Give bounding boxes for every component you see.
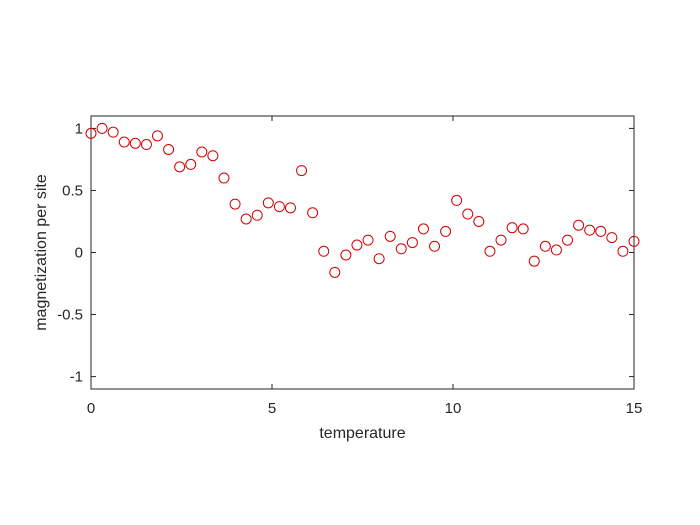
data-point [318, 245, 330, 257]
x-tick-label: 10 [445, 400, 462, 417]
data-point [151, 130, 163, 142]
data-point [617, 245, 629, 257]
plot-area [90, 115, 635, 390]
data-point [296, 165, 308, 177]
data-point [440, 225, 452, 237]
data-point [196, 146, 208, 158]
data-point [229, 198, 241, 210]
data-point [273, 201, 285, 213]
data-point [628, 235, 640, 247]
data-markers [85, 122, 640, 278]
data-point [606, 232, 618, 244]
data-point [240, 213, 252, 225]
data-point [284, 202, 296, 214]
data-point [340, 249, 352, 261]
data-point [163, 144, 175, 156]
data-point [96, 122, 108, 134]
data-point [429, 240, 441, 252]
data-point [262, 197, 274, 209]
data-point [384, 230, 396, 242]
data-point [107, 126, 119, 138]
data-point [550, 244, 562, 256]
data-point [351, 239, 363, 251]
data-point [85, 127, 97, 139]
data-point [539, 240, 551, 252]
data-point [562, 234, 574, 246]
data-point [595, 225, 607, 237]
data-point [495, 234, 507, 246]
x-tick-labels: 0 5 10 15 [87, 400, 643, 417]
data-point [118, 136, 130, 148]
y-tick-label: 0 [75, 245, 83, 262]
data-point [129, 137, 141, 149]
data-point [406, 237, 418, 249]
data-point [462, 208, 474, 220]
data-point [417, 223, 429, 235]
x-tick-label: 0 [87, 400, 95, 417]
data-point [395, 243, 407, 255]
data-point [218, 172, 230, 184]
data-point [506, 222, 518, 234]
y-tick-label: 1 [75, 120, 83, 137]
data-point [451, 194, 463, 206]
data-point [517, 223, 529, 235]
data-point [362, 234, 374, 246]
data-point [528, 255, 540, 267]
data-point [207, 150, 219, 162]
data-point [573, 219, 585, 231]
data-point [473, 215, 485, 227]
y-axis-label: magnetization per site [33, 174, 50, 331]
x-axis-label: temperature [319, 425, 405, 442]
axis-ticks [90, 116, 635, 389]
y-tick-label: 0.5 [62, 182, 83, 199]
data-point [373, 253, 385, 265]
data-point [584, 224, 596, 236]
data-point [185, 158, 197, 170]
data-point [484, 245, 496, 257]
x-tick-label: 15 [626, 400, 643, 417]
y-tick-label: -1 [70, 369, 83, 386]
data-point [140, 139, 152, 151]
y-tick-label: -0.5 [57, 307, 83, 324]
x-tick-label: 5 [268, 400, 276, 417]
data-point [329, 266, 341, 278]
data-point [174, 161, 186, 173]
data-point [251, 209, 263, 221]
y-tick-labels: 1 0.5 0 -0.5 -1 [57, 120, 83, 385]
data-point [307, 207, 319, 219]
